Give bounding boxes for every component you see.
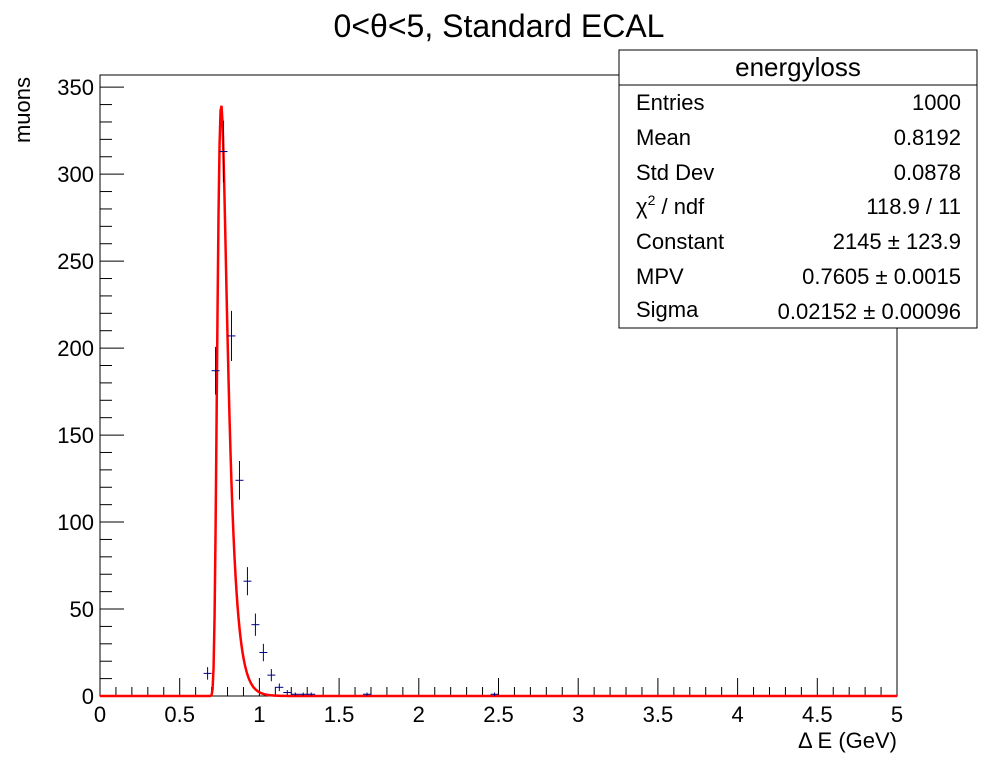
stats-stddev-value: 0.0878 <box>894 160 961 185</box>
y-tick-label: 0 <box>82 684 94 709</box>
y-tick-label: 50 <box>70 597 94 622</box>
data-point <box>219 120 228 183</box>
stats-box-title: energyloss <box>735 52 861 82</box>
y-axis-label: muons <box>10 77 35 143</box>
y-tick-label: 100 <box>57 510 94 535</box>
y-tick-label: 200 <box>57 336 94 361</box>
x-axis-label: Δ E (GeV) <box>798 728 897 753</box>
x-tick-label: 0.5 <box>164 702 195 727</box>
stats-chi2-chi: χ <box>636 194 648 219</box>
y-tick-label: 150 <box>57 423 94 448</box>
stats-box: energyloss Entries 1000 Mean 0.8192 Std … <box>618 49 978 329</box>
stats-box-frame <box>618 49 978 329</box>
stats-sigma-value: 0.02152 ± 0.00096 <box>778 299 961 324</box>
plot-area: 0 0.5 1 1.5 2 2.5 3 3.5 4 4.5 50501001502002503003… <box>57 74 903 727</box>
x-tick-label: 3 <box>572 702 584 727</box>
data-point <box>259 643 268 662</box>
data-point <box>227 310 236 361</box>
stats-mpv-value: 0.7605 ± 0.0015 <box>802 264 961 289</box>
stats-constant-label: Constant <box>636 229 724 254</box>
stats-constant-value: 2145 ± 123.9 <box>833 229 961 254</box>
data-point <box>211 346 220 395</box>
y-tick-label: 250 <box>57 249 94 274</box>
data-point <box>275 683 284 692</box>
data-point <box>235 460 244 500</box>
y-tick-label: 350 <box>57 75 94 100</box>
stats-mean-value: 0.8192 <box>894 125 961 150</box>
data-point <box>307 692 316 696</box>
data-point <box>251 613 260 636</box>
x-tick-label: 1 <box>253 702 265 727</box>
data-point <box>291 692 300 696</box>
stats-entries-value: 1000 <box>912 90 961 115</box>
y-tick-label: 300 <box>57 162 94 187</box>
data-point <box>490 692 499 696</box>
x-tick-label: 5 <box>891 702 903 727</box>
stats-sigma-label: Sigma <box>636 297 699 322</box>
stats-chi2-sup: 2 <box>648 192 656 208</box>
x-tick-label: 4.5 <box>802 702 833 727</box>
stats-entries-label: Entries <box>636 90 704 115</box>
data-point <box>283 690 292 695</box>
x-tick-label: 2 <box>413 702 425 727</box>
stats-stddev-label: Std Dev <box>636 160 714 185</box>
stats-mean-label: Mean <box>636 125 691 150</box>
stats-mpv-label: MPV <box>636 264 684 289</box>
data-point <box>203 667 212 680</box>
stats-chi2-label: χ2 / ndf <box>636 192 705 219</box>
chart-title: 0<θ<5, Standard ECAL <box>334 8 665 44</box>
x-tick-label: 1.5 <box>324 702 355 727</box>
data-point <box>243 567 252 596</box>
x-tick-label: 0 <box>94 702 106 727</box>
stats-chi2-rest: / ndf <box>655 194 705 219</box>
data-point <box>267 669 276 682</box>
x-tick-label: 3.5 <box>643 702 674 727</box>
fit-curve <box>100 105 897 698</box>
x-tick-label: 4 <box>731 702 743 727</box>
data-point <box>299 692 308 696</box>
stats-chi2-value: 118.9 / 11 <box>866 194 961 219</box>
x-tick-label: 2.5 <box>483 702 514 727</box>
data-point <box>363 692 371 696</box>
